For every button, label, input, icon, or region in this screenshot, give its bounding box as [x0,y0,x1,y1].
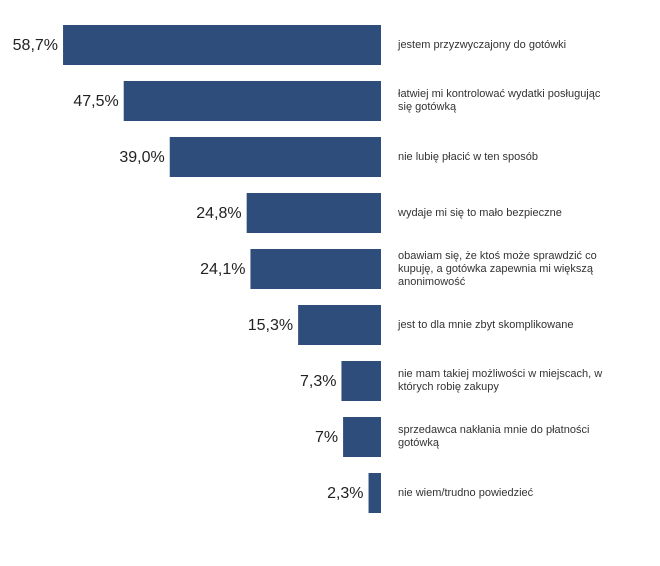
value-label: 58,7% [13,37,58,54]
value-label: 24,8% [196,205,241,222]
bar [169,137,381,177]
bar [250,249,381,289]
category-label: nie lubię płacić w ten sposób [398,150,539,163]
category-label: obawiam się, że ktoś może sprawdzić co k… [398,249,597,288]
bar [246,193,381,233]
category-label: nie wiem/trudno powiedzieć [398,486,534,499]
value-label: 39,0% [119,149,164,166]
category-label: wydaje mi się to mało bezpieczne [398,206,562,219]
value-label: 7% [315,429,338,446]
category-label: jestem przyzwyczajony do gotówki [398,38,567,51]
bar [63,25,382,65]
category-label: sprzedawca nakłania mnie do płatności go… [398,424,590,449]
value-label: 2,3% [327,485,363,502]
bar [343,417,381,457]
bar [341,361,381,401]
category-label: jest to dla mnie zbyt skomplikowane [398,318,574,331]
value-label: 24,1% [200,261,245,278]
bar [368,473,381,513]
bar [123,81,381,121]
category-label: łatwiej mi kontrolować wydatki posługują… [398,88,601,113]
value-label: 7,3% [300,373,336,390]
category-label: nie mam takiej możliwości w miejscach, w… [398,368,603,393]
value-label: 15,3% [248,317,293,334]
bar [298,305,381,345]
value-label: 47,5% [73,93,118,110]
